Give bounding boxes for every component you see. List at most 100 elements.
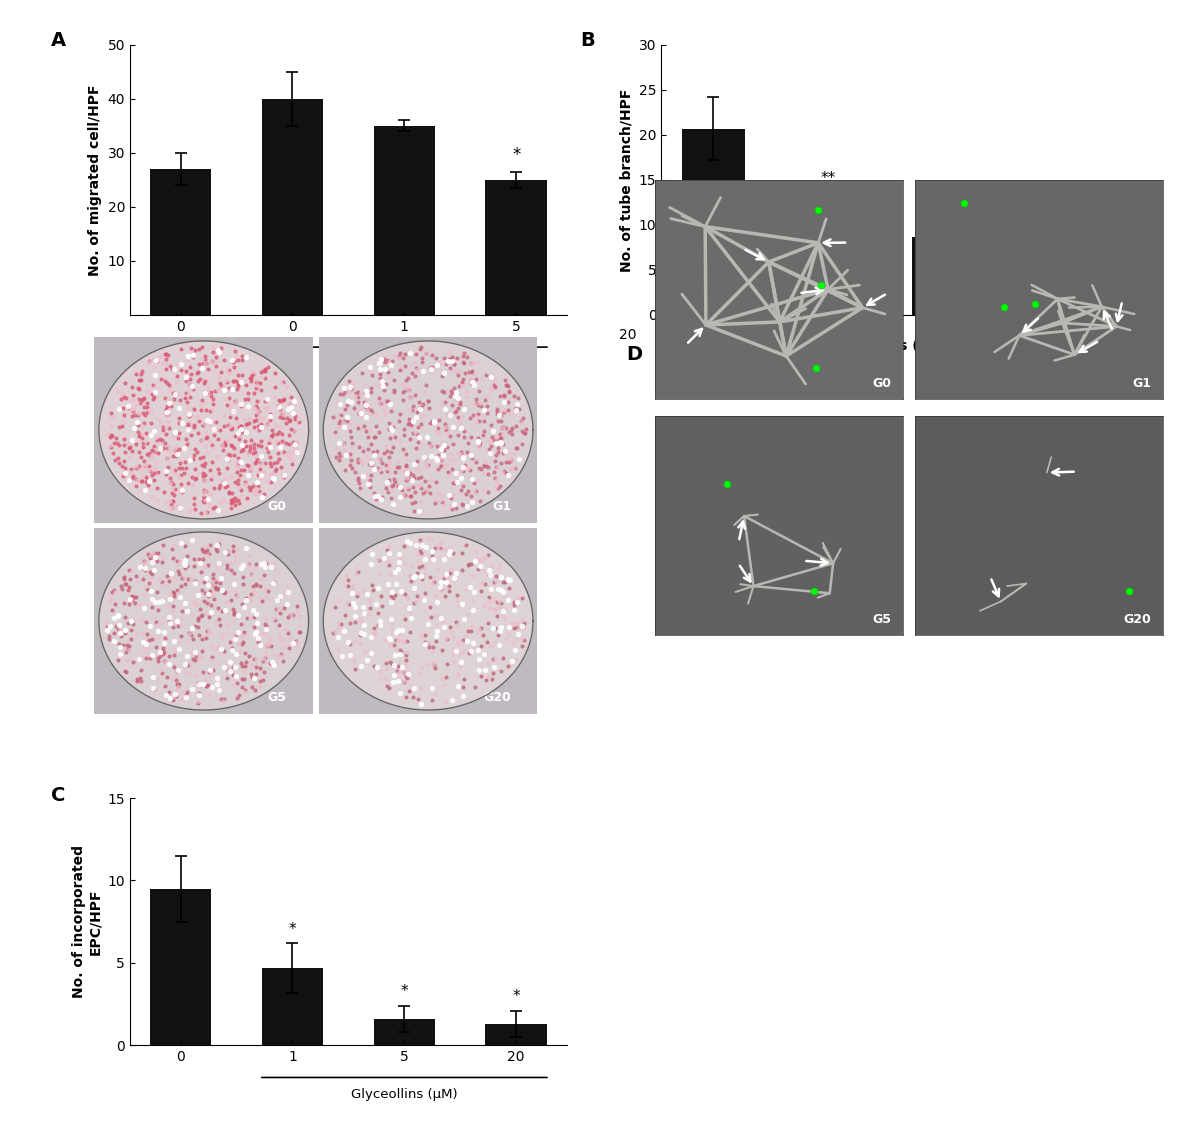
Point <box>286 435 305 453</box>
Point <box>273 652 292 670</box>
Point <box>137 454 156 472</box>
Point <box>115 569 133 587</box>
Point <box>182 680 201 698</box>
Point <box>135 631 154 649</box>
Point <box>262 420 281 438</box>
Point <box>167 465 185 483</box>
Point <box>103 601 122 619</box>
Point <box>371 365 390 383</box>
Point <box>428 437 446 455</box>
Point <box>220 483 239 501</box>
Point <box>123 391 142 409</box>
Point <box>361 555 380 573</box>
Point <box>205 498 224 516</box>
Point <box>484 590 503 608</box>
Point <box>223 667 242 685</box>
Point <box>275 632 294 650</box>
Point <box>385 371 404 389</box>
Point <box>224 372 243 390</box>
Point <box>358 586 377 604</box>
Point <box>240 555 259 573</box>
Point <box>123 407 142 425</box>
Point <box>168 498 187 516</box>
Point <box>217 381 236 399</box>
Point <box>185 652 204 670</box>
Point <box>340 372 359 390</box>
Point <box>347 587 366 605</box>
Point <box>265 656 283 674</box>
Point <box>442 445 461 463</box>
Point <box>404 688 423 706</box>
Point <box>409 469 428 487</box>
Point <box>123 463 142 481</box>
Point <box>229 478 248 496</box>
Point <box>230 418 249 436</box>
Bar <box>485 180 547 315</box>
Point <box>247 373 266 391</box>
Point <box>449 444 468 462</box>
Point <box>229 623 248 641</box>
Point <box>495 442 514 460</box>
Point <box>185 574 204 592</box>
Point <box>177 558 196 575</box>
Point <box>184 446 203 464</box>
Point <box>269 616 288 634</box>
Point <box>275 390 294 408</box>
Point <box>159 457 178 475</box>
Point <box>224 575 243 593</box>
Point <box>496 610 515 628</box>
Point <box>255 361 274 379</box>
Point <box>279 400 298 418</box>
Point <box>386 587 405 605</box>
Point <box>498 378 517 396</box>
Point <box>479 654 498 672</box>
Point <box>357 408 376 426</box>
Point <box>191 563 210 581</box>
Point <box>126 435 145 453</box>
Point <box>176 537 195 555</box>
Point <box>328 618 347 636</box>
Point <box>203 586 222 604</box>
Point <box>378 541 397 559</box>
Point <box>178 417 197 435</box>
Point <box>402 416 420 434</box>
Point <box>118 651 137 669</box>
Point <box>172 683 191 701</box>
Point <box>170 588 189 606</box>
Point <box>142 414 161 432</box>
Point <box>429 483 448 501</box>
Point <box>202 436 221 454</box>
Point <box>345 387 364 405</box>
Point <box>222 396 241 414</box>
Point <box>412 353 431 371</box>
Point <box>113 466 132 484</box>
Point <box>100 428 119 446</box>
Point <box>240 462 259 480</box>
Point <box>281 447 300 465</box>
Point <box>509 589 528 607</box>
Point <box>253 409 272 427</box>
Point <box>492 662 511 680</box>
Point <box>403 676 422 694</box>
Point <box>154 642 172 660</box>
Point <box>255 369 274 387</box>
Point <box>392 658 411 676</box>
Point <box>239 383 257 401</box>
Point <box>197 411 216 429</box>
Point <box>182 570 201 588</box>
Text: *: * <box>513 146 521 164</box>
Point <box>201 597 220 615</box>
Text: G20: G20 <box>1123 614 1150 626</box>
Point <box>502 405 521 423</box>
Point <box>454 632 472 650</box>
Point <box>439 581 458 599</box>
Point <box>137 650 156 668</box>
Point <box>163 384 182 402</box>
Point <box>103 588 122 606</box>
Point <box>420 568 439 586</box>
Text: Glyceollin (μM): Glyceollin (μM) <box>657 329 750 342</box>
Point <box>118 434 137 452</box>
Point <box>228 457 247 475</box>
Point <box>269 562 288 580</box>
Point <box>135 398 154 416</box>
